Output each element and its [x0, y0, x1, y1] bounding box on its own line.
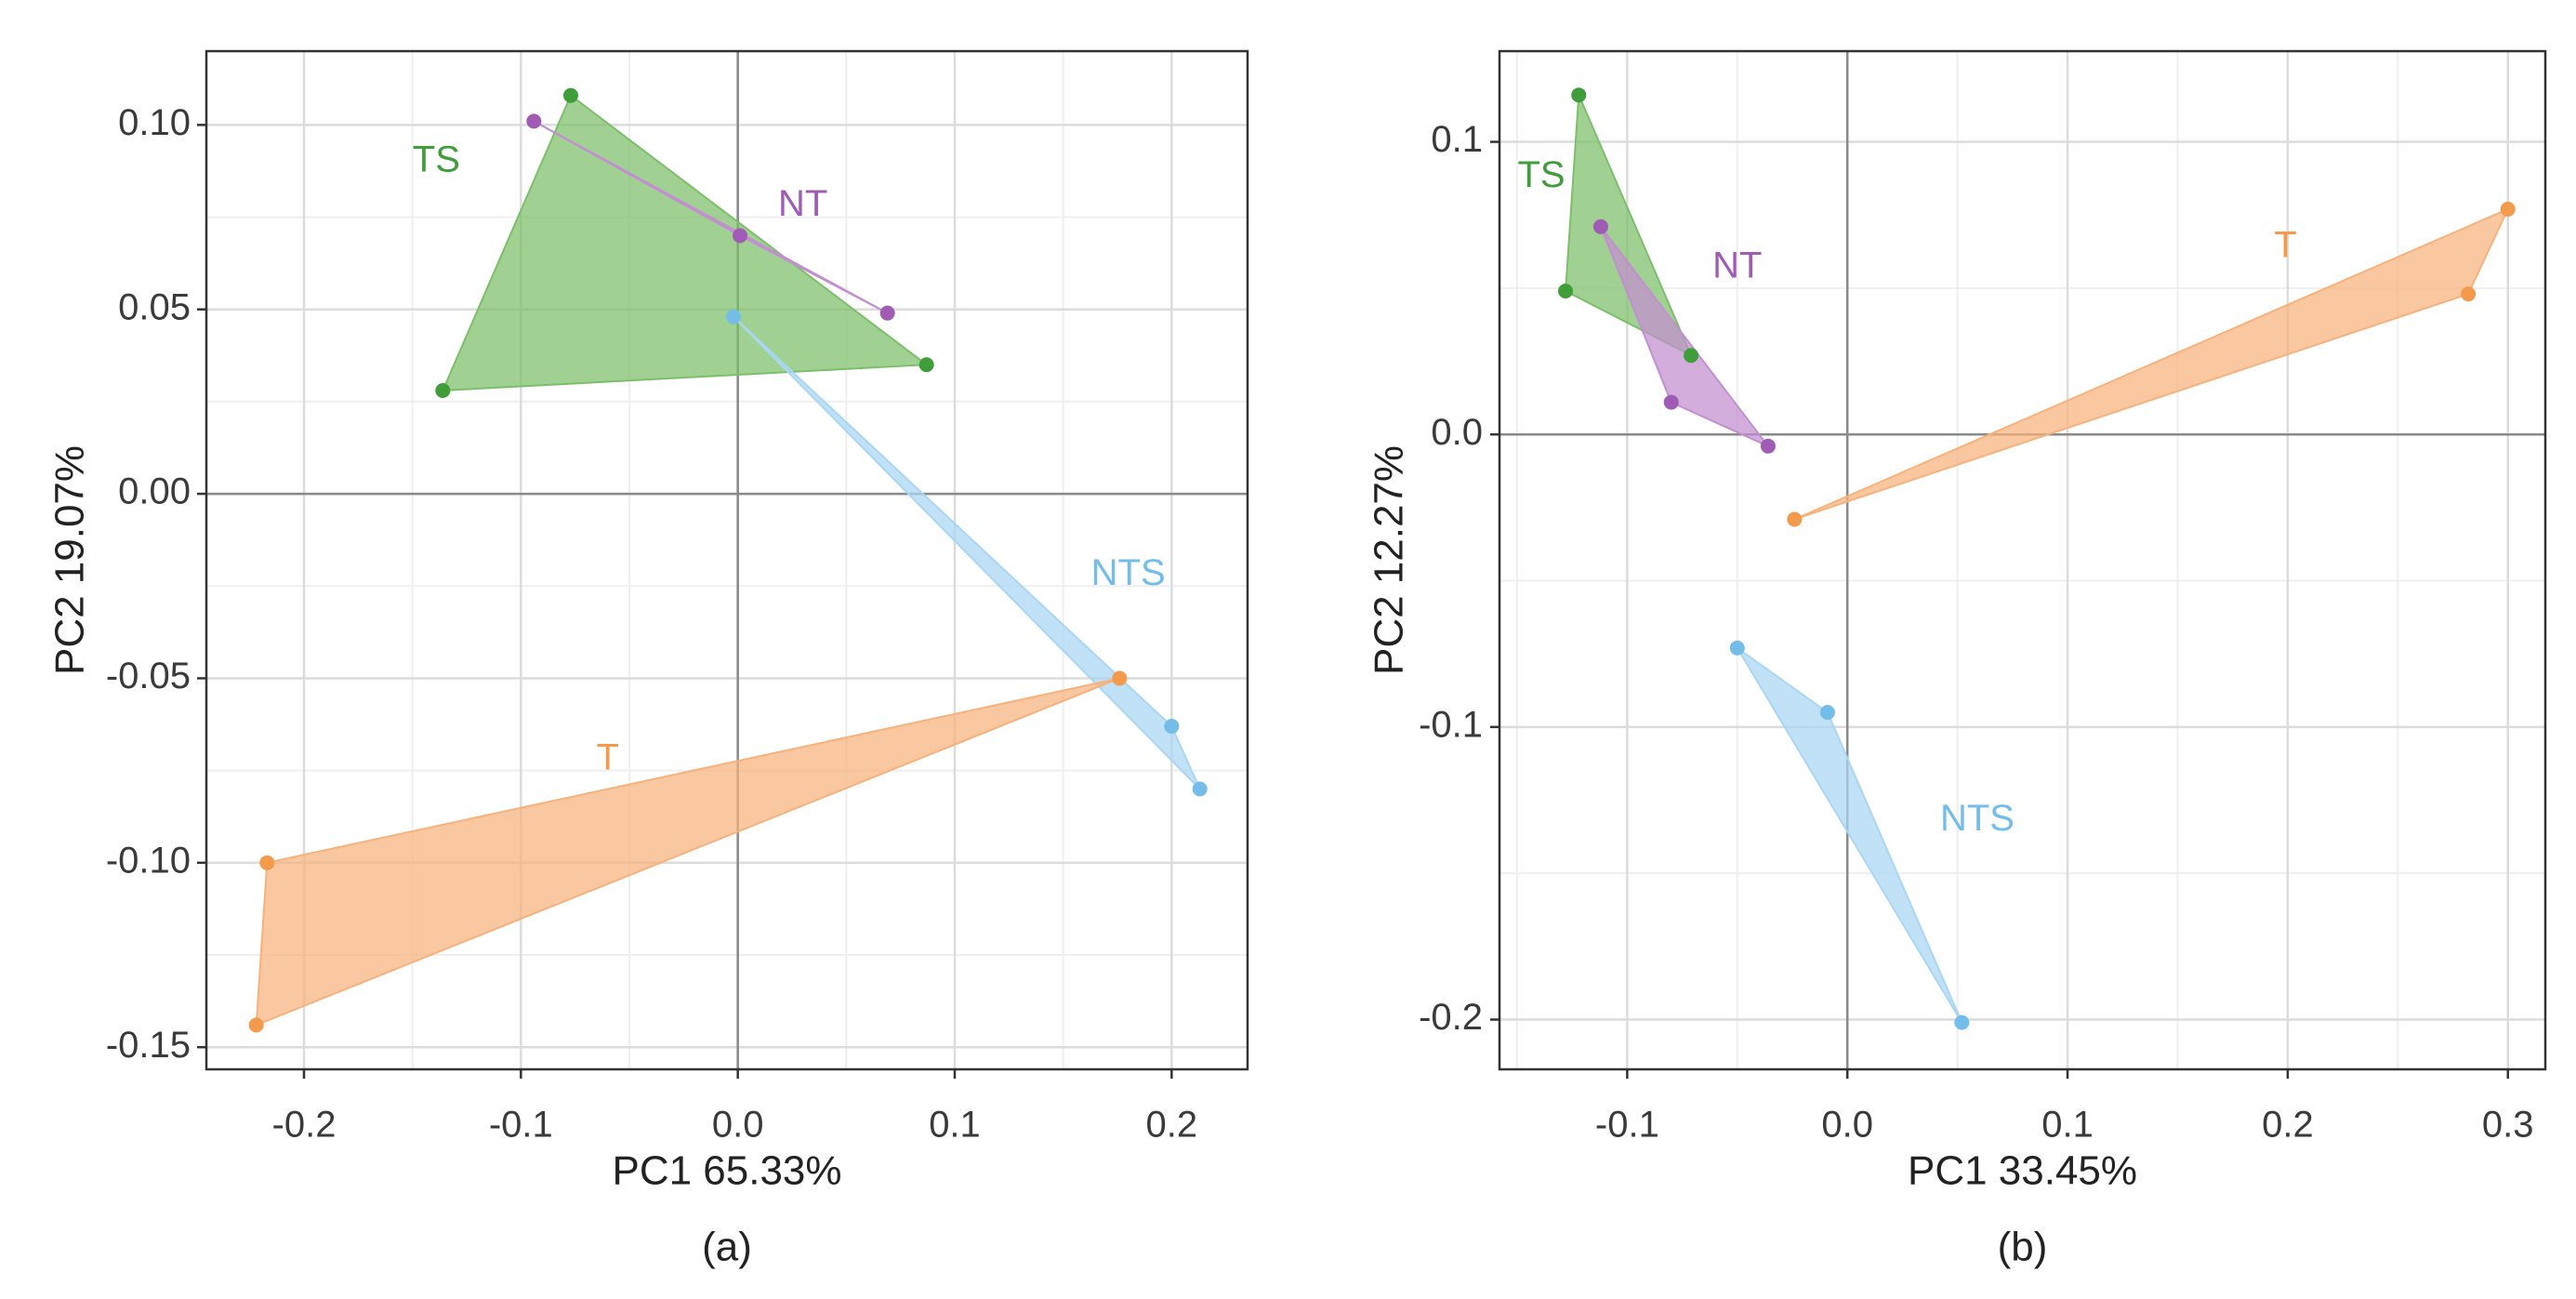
point-ts-0: [1571, 87, 1587, 103]
point-nts-2: [1954, 1014, 1970, 1030]
x-tick-label: 0.1: [929, 1105, 981, 1146]
x-tick-label: 0.2: [1146, 1105, 1198, 1146]
panel-caption: (b): [1998, 1225, 2048, 1270]
group-hulls: [255, 94, 1201, 1027]
point-nts-1: [1819, 705, 1835, 721]
hull-ts: [441, 94, 930, 392]
y-axis-title: PC2 19.07%: [47, 445, 93, 675]
axes: -0.1 0.0 0.1 0.2 0.3 -0.2 -0.1 0.0 0.1: [1419, 119, 2533, 1145]
point-ts-2: [1684, 348, 1699, 364]
x-axis-title: PC1 33.45%: [1908, 1148, 2137, 1194]
point-t-2: [248, 1017, 264, 1033]
y-tick-label: 0.0: [1431, 412, 1483, 453]
point-t-0: [2500, 201, 2516, 217]
group-label-t: T: [2274, 224, 2296, 265]
y-tick-label: -0.2: [1419, 997, 1483, 1038]
point-nts-0: [1729, 640, 1745, 656]
x-tick-label: 0.0: [1821, 1105, 1873, 1146]
y-tick-label: -0.15: [106, 1025, 191, 1066]
point-t-1: [259, 855, 275, 870]
hull-ts: [1565, 94, 1694, 358]
panel-caption: (a): [702, 1225, 752, 1270]
y-tick-label: 0.10: [118, 102, 191, 143]
group-label-nts: NTS: [1940, 798, 2015, 839]
group-label-nts: NTS: [1091, 552, 1166, 593]
point-nt-0: [526, 113, 542, 129]
point-nts-0: [726, 309, 741, 325]
x-tick-label: 0.1: [2041, 1105, 2094, 1146]
y-tick-label: 0.05: [118, 286, 191, 327]
point-ts-0: [563, 87, 578, 103]
point-nt-2: [879, 305, 895, 321]
x-tick-label: 0.3: [2482, 1105, 2534, 1146]
panel-a: TS NT NTS T -0.2 -0.1 0.0 0.1 0.2 -0.15 -0.10 -0.05…: [47, 49, 1249, 1270]
x-tick-label: 0.0: [712, 1105, 764, 1146]
hull-nt: [1599, 226, 1769, 447]
group-label-nt: NT: [778, 183, 827, 224]
plot-area: [1499, 51, 2545, 1069]
y-axis-title: PC2 12.27%: [1367, 445, 1412, 675]
point-nt-0: [1592, 219, 1608, 234]
group-hulls: [1565, 94, 2510, 1024]
point-t-2: [1787, 511, 1803, 527]
panel-border: [1498, 49, 2547, 1071]
x-tick-label: -0.1: [1595, 1105, 1659, 1146]
y-tick-label: -0.1: [1419, 704, 1483, 745]
hull-t: [255, 677, 1120, 1027]
point-nts-1: [1164, 719, 1180, 735]
x-tick-label: 0.2: [2262, 1105, 2314, 1146]
hull-t: [1794, 206, 2510, 521]
y-tick-label: -0.10: [106, 840, 191, 881]
point-ts-1: [435, 383, 451, 398]
panel-border: [205, 49, 1249, 1071]
point-nts-2: [1192, 781, 1208, 797]
point-t-0: [1112, 670, 1128, 686]
y-tick-label: 0.1: [1431, 119, 1483, 160]
point-nt-1: [1663, 394, 1679, 410]
x-tick-label: -0.1: [489, 1105, 553, 1146]
y-tick-label: -0.05: [106, 656, 191, 696]
point-t-1: [2461, 286, 2477, 302]
hull-nts: [1736, 647, 1963, 1024]
axes: -0.2 -0.1 0.0 0.1 0.2 -0.15 -0.10 -0.05 0.00 0.05…: [106, 102, 1197, 1146]
data-points: [1558, 87, 2516, 1030]
group-label-ts: TS: [1517, 154, 1565, 195]
group-label-nt: NT: [1712, 245, 1762, 285]
x-axis-title: PC1 65.33%: [612, 1148, 841, 1194]
hull-nt: [533, 120, 889, 314]
point-nt-2: [1760, 438, 1776, 454]
group-label-t: T: [596, 736, 618, 777]
point-nt-1: [733, 228, 747, 244]
hull-nts: [733, 315, 1201, 790]
point-ts-1: [1558, 284, 1574, 299]
group-label-ts: TS: [413, 139, 460, 180]
y-tick-label: 0.00: [118, 471, 191, 512]
point-ts-2: [918, 357, 934, 373]
x-tick-label: -0.2: [272, 1105, 337, 1146]
data-points: [248, 87, 1208, 1033]
